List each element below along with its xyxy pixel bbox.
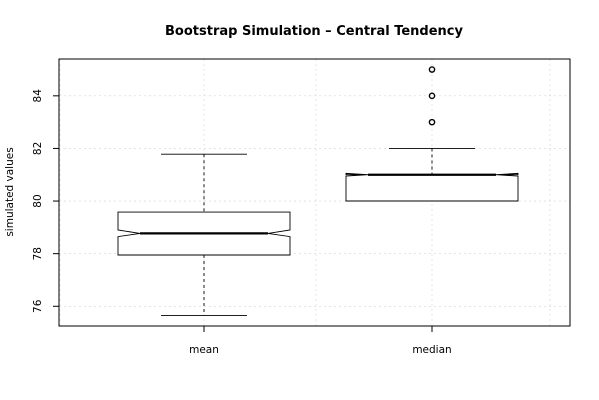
chart-title: Bootstrap Simulation – Central Tendency xyxy=(165,24,463,39)
boxes xyxy=(117,66,519,316)
box-mean xyxy=(117,153,291,316)
outlier-point xyxy=(428,66,436,73)
y-tick-label: 84 xyxy=(32,89,44,103)
x-axis: mean median xyxy=(189,326,452,356)
x-tick-label: median xyxy=(412,344,451,356)
x-tick-label: mean xyxy=(189,344,219,356)
y-axis-label: simulated values xyxy=(4,147,16,236)
y-tick-label: 76 xyxy=(32,299,44,313)
y-tick-label: 80 xyxy=(32,194,44,207)
box-body xyxy=(345,172,519,202)
y-tick-label: 82 xyxy=(32,142,44,155)
y-tick-label: 78 xyxy=(32,247,44,260)
y-axis: 76 78 80 82 84 xyxy=(32,89,59,313)
outlier-point xyxy=(428,92,436,100)
outlier-point xyxy=(428,118,436,126)
box-median xyxy=(345,66,519,202)
plot-frame xyxy=(58,58,571,327)
